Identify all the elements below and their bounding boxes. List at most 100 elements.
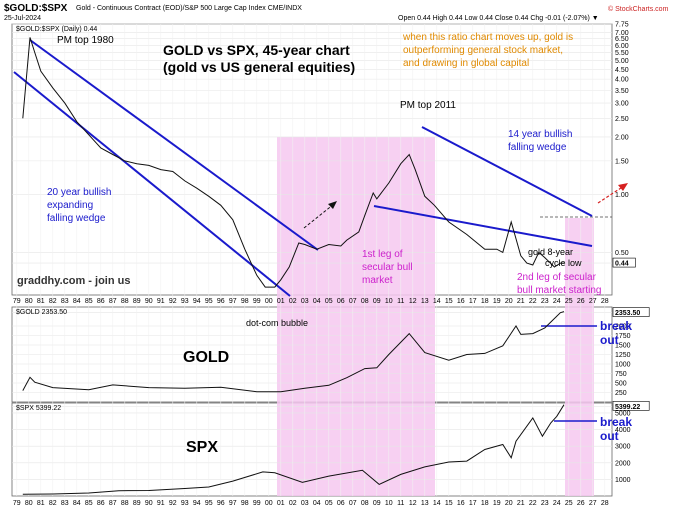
y-tick-label: 6.00 — [615, 43, 629, 50]
x-tick-label: 95 — [205, 500, 213, 507]
leg1-line1: 1st leg of — [362, 249, 403, 260]
x-tick-label: 13 — [421, 298, 429, 305]
x-tick-label: 16 — [457, 298, 465, 305]
y-tick-label: 1.50 — [615, 158, 629, 165]
y-tick-label: 5.50 — [615, 50, 629, 57]
x-tick-label: 07 — [349, 298, 357, 305]
wedge20-line2: expanding — [47, 200, 93, 211]
gold-price-line — [22, 311, 565, 393]
dotcom-label: dot-com bubble — [246, 318, 308, 328]
y-tick-label: 1000 — [615, 477, 631, 484]
x-tick-label: 01 — [277, 298, 285, 305]
x-tick-label: 21 — [517, 500, 525, 507]
x-tick-label: 28 — [601, 500, 609, 507]
x-tick-label: 90 — [145, 298, 153, 305]
x-tick-label: 89 — [133, 298, 141, 305]
x-tick-label: 02 — [289, 500, 297, 507]
red-arrow-head — [618, 183, 628, 191]
y-tick-label: 1250 — [615, 352, 631, 359]
x-tick-label: 20 — [505, 298, 513, 305]
x-tick-label: 95 — [205, 298, 213, 305]
y-tick-label: 3.00 — [615, 101, 629, 108]
spx-panel-label: $SPX 5399.22 — [16, 405, 61, 412]
x-tick-label: 80 — [25, 298, 33, 305]
x-tick-label: 79 — [13, 500, 21, 507]
gold-breakout-line2: out — [600, 333, 619, 347]
x-tick-label: 89 — [133, 500, 141, 507]
y-tick-label: 7.75 — [615, 22, 629, 29]
x-tick-label: 23 — [541, 500, 549, 507]
x-tick-label: 10 — [385, 298, 393, 305]
wedge14-line2: falling wedge — [508, 142, 567, 153]
pm-top-2011-label: PM top 2011 — [400, 100, 456, 111]
x-tick-label: 94 — [193, 500, 201, 507]
x-tick-label: 99 — [253, 298, 261, 305]
spx-price-line — [22, 404, 565, 495]
y-tick-label: 3000 — [615, 444, 631, 451]
y-tick-label: 5399.22 — [615, 404, 640, 411]
header-ohlc: Open 0.44 High 0.44 Low 0.44 Close 0.44 … — [398, 15, 599, 22]
x-tick-label: 09 — [373, 298, 381, 305]
x-tick-label: 83 — [61, 298, 69, 305]
gold-big-label: GOLD — [183, 349, 229, 366]
x-tick-label: 94 — [193, 298, 201, 305]
gold-panel-label: $GOLD 2353.50 — [16, 309, 67, 316]
highlight-band-second-leg — [565, 218, 594, 496]
x-tick-label: 01 — [277, 500, 285, 507]
leg2-line2: bull market starting — [517, 285, 601, 296]
note-line2: outperforming general stock market, — [403, 45, 563, 56]
pm-top-1980-label: PM top 1980 — [57, 35, 114, 46]
x-tick-label: 10 — [385, 500, 393, 507]
note-line3: and drawing in global capital — [403, 58, 529, 69]
y-tick-label: 4000 — [615, 427, 631, 434]
ratio-panel-label: $GOLD:$SPX (Daily) 0.44 — [16, 26, 97, 33]
x-tick-label: 09 — [373, 500, 381, 507]
leg1-arrow-head — [328, 201, 337, 209]
x-tick-label: 24 — [553, 500, 561, 507]
x-tick-label: 00 — [265, 500, 273, 507]
leg1-line3: market — [362, 275, 393, 286]
wedge20-upper-trendline — [29, 39, 319, 251]
highlight-band-first-leg — [277, 137, 435, 496]
x-tick-label: 19 — [493, 500, 501, 507]
x-tick-label: 82 — [49, 298, 57, 305]
y-tick-label: 2353.50 — [615, 310, 640, 317]
y-tick-label: 2.00 — [615, 134, 629, 141]
header-date: 25-Jul-2024 — [4, 15, 41, 22]
x-tick-label: 87 — [109, 298, 117, 305]
x-tick-label: 80 — [25, 500, 33, 507]
x-tick-label: 14 — [433, 500, 441, 507]
leg1-dashed-arrow — [303, 203, 335, 229]
title-line2: (gold vs US general equities) — [163, 59, 355, 75]
x-tick-label: 97 — [229, 298, 237, 305]
y-tick-label: 500 — [615, 381, 627, 388]
spx-big-label: SPX — [186, 439, 218, 456]
x-tick-label: 04 — [313, 298, 321, 305]
x-tick-label: 19 — [493, 298, 501, 305]
x-tick-label: 15 — [445, 298, 453, 305]
x-tick-label: 14 — [433, 298, 441, 305]
x-tick-label: 87 — [109, 500, 117, 507]
header-description: Gold - Continuous Contract (EOD)/S&P 500… — [76, 5, 302, 12]
x-tick-label: 08 — [361, 500, 369, 507]
x-tick-label: 81 — [37, 298, 45, 305]
x-tick-label: 13 — [421, 500, 429, 507]
y-tick-label: 1.00 — [615, 192, 629, 199]
spx-breakout-line1: break — [600, 415, 632, 429]
x-tick-label: 86 — [97, 298, 105, 305]
wedge20-line3: falling wedge — [47, 213, 106, 224]
x-tick-label: 96 — [217, 298, 225, 305]
x-tick-label: 22 — [529, 500, 537, 507]
x-tick-label: 00 — [265, 298, 273, 305]
y-tick-label: 5000 — [615, 410, 631, 417]
axis-layer: 7.757.006.506.005.505.00 4.50 4.00 3.50 3.00… — [13, 22, 650, 507]
y-tick-label: 750 — [615, 371, 627, 378]
x-tick-label: 88 — [121, 500, 129, 507]
x-tick-label: 16 — [457, 500, 465, 507]
ratio-price-line — [22, 37, 564, 288]
y-tick-label: 1000 — [615, 362, 631, 369]
cycle-low-line1: gold 8-year — [528, 247, 573, 257]
x-tick-label: 24 — [553, 298, 561, 305]
y-tick-label: 3.50 — [615, 88, 629, 95]
y-tick-label: 6.50 — [615, 36, 629, 43]
